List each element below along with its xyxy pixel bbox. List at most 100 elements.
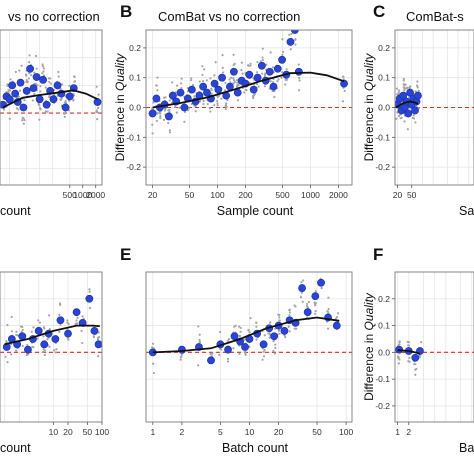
raw-sample-point bbox=[9, 78, 12, 81]
summary-point bbox=[203, 88, 211, 97]
raw-sample-point bbox=[243, 91, 246, 94]
raw-sample-point bbox=[42, 335, 45, 338]
raw-sample-point bbox=[224, 103, 227, 107]
summary-point bbox=[317, 278, 325, 287]
raw-sample-point bbox=[261, 358, 264, 361]
summary-point bbox=[187, 85, 196, 94]
raw-sample-point bbox=[238, 325, 241, 328]
raw-sample-point bbox=[22, 122, 25, 125]
raw-sample-point bbox=[416, 86, 419, 89]
x-tick-label: 20 bbox=[393, 190, 403, 200]
raw-sample-point bbox=[294, 305, 297, 308]
raw-sample-point bbox=[73, 80, 76, 83]
panel-e: 1 2 5 10 20 50 100 Batch count E bbox=[120, 245, 353, 455]
raw-sample-point bbox=[232, 82, 235, 85]
raw-sample-point bbox=[59, 303, 62, 306]
raw-sample-point bbox=[288, 314, 291, 317]
raw-sample-point bbox=[239, 330, 242, 333]
x-tick-label: 500 bbox=[275, 190, 289, 200]
summary-point bbox=[245, 70, 254, 79]
raw-sample-point bbox=[273, 95, 276, 99]
raw-sample-point bbox=[272, 340, 275, 343]
summary-point bbox=[229, 67, 238, 76]
raw-sample-point bbox=[281, 53, 284, 56]
raw-sample-point bbox=[237, 99, 240, 102]
summary-point bbox=[286, 38, 295, 46]
raw-sample-point bbox=[278, 319, 281, 322]
raw-sample-point bbox=[2, 108, 6, 111]
raw-sample-point bbox=[15, 330, 18, 333]
summary-point bbox=[257, 61, 266, 70]
raw-sample-point bbox=[327, 296, 330, 299]
raw-sample-point bbox=[57, 75, 60, 78]
raw-sample-point bbox=[248, 331, 251, 334]
raw-sample-point bbox=[271, 66, 275, 69]
raw-sample-point bbox=[226, 98, 229, 102]
raw-sample-point bbox=[205, 79, 208, 82]
raw-sample-point bbox=[48, 80, 51, 83]
x-tick-label: 50 bbox=[83, 427, 93, 437]
summary-point bbox=[93, 98, 102, 106]
raw-sample-point bbox=[152, 371, 155, 375]
summary-point bbox=[168, 91, 177, 100]
raw-sample-point bbox=[298, 79, 301, 82]
raw-sample-point bbox=[42, 350, 45, 354]
raw-sample-point bbox=[414, 373, 417, 376]
raw-sample-point bbox=[229, 76, 233, 79]
raw-sample-point bbox=[202, 99, 205, 103]
x-tick-label: 2000 bbox=[86, 190, 105, 200]
raw-sample-point bbox=[193, 95, 196, 98]
raw-sample-point bbox=[284, 83, 287, 86]
y-tick-label: 0.2 bbox=[129, 43, 141, 53]
summary-point bbox=[270, 332, 279, 341]
raw-sample-point bbox=[343, 89, 346, 92]
raw-sample-point bbox=[341, 100, 344, 103]
panel-letter: B bbox=[120, 2, 132, 21]
summary-point bbox=[5, 95, 14, 104]
x-axis-title: count bbox=[0, 204, 31, 218]
raw-sample-point bbox=[405, 87, 409, 90]
raw-sample-point bbox=[53, 349, 56, 352]
raw-sample-point bbox=[151, 362, 155, 365]
raw-sample-point bbox=[402, 77, 405, 81]
raw-sample-point bbox=[206, 102, 209, 106]
raw-sample-point bbox=[32, 326, 35, 329]
raw-sample-point bbox=[326, 310, 329, 313]
x-tick-label: 5 bbox=[218, 427, 223, 437]
plot-frame bbox=[0, 271, 103, 423]
raw-sample-point bbox=[416, 84, 419, 87]
y-tick-label: 0.1 bbox=[378, 73, 390, 83]
y-tick-label: 0.0 bbox=[378, 347, 390, 357]
raw-sample-point bbox=[57, 70, 60, 74]
summary-point bbox=[53, 81, 62, 90]
raw-sample-point bbox=[33, 71, 36, 74]
raw-sample-point bbox=[184, 110, 187, 114]
raw-sample-point bbox=[247, 329, 250, 332]
x-tick-label: 50 bbox=[407, 190, 417, 200]
summary-point bbox=[49, 95, 58, 104]
raw-sample-point bbox=[150, 346, 154, 349]
raw-sample-point bbox=[412, 117, 416, 120]
raw-sample-point bbox=[43, 353, 46, 357]
raw-sample-point bbox=[216, 95, 219, 98]
raw-sample-point bbox=[21, 119, 24, 122]
raw-sample-point bbox=[98, 336, 101, 339]
raw-sample-point bbox=[41, 65, 45, 68]
raw-sample-point bbox=[96, 338, 100, 341]
raw-sample-point bbox=[244, 353, 247, 356]
raw-sample-point bbox=[201, 65, 204, 68]
raw-sample-point bbox=[66, 319, 69, 322]
x-axis-title: Batch count bbox=[222, 441, 289, 455]
raw-sample-point bbox=[274, 343, 277, 346]
raw-sample-point bbox=[299, 296, 303, 299]
raw-sample-point bbox=[25, 79, 28, 82]
y-tick-label: -0.2 bbox=[375, 401, 390, 411]
trend-line bbox=[152, 71, 345, 109]
raw-sample-point bbox=[240, 69, 243, 72]
raw-sample-point bbox=[263, 85, 266, 88]
raw-sample-point bbox=[63, 112, 66, 115]
raw-sample-point bbox=[39, 90, 42, 93]
raw-sample-point bbox=[198, 333, 201, 336]
raw-sample-point bbox=[300, 281, 303, 284]
raw-sample-point bbox=[201, 73, 204, 77]
